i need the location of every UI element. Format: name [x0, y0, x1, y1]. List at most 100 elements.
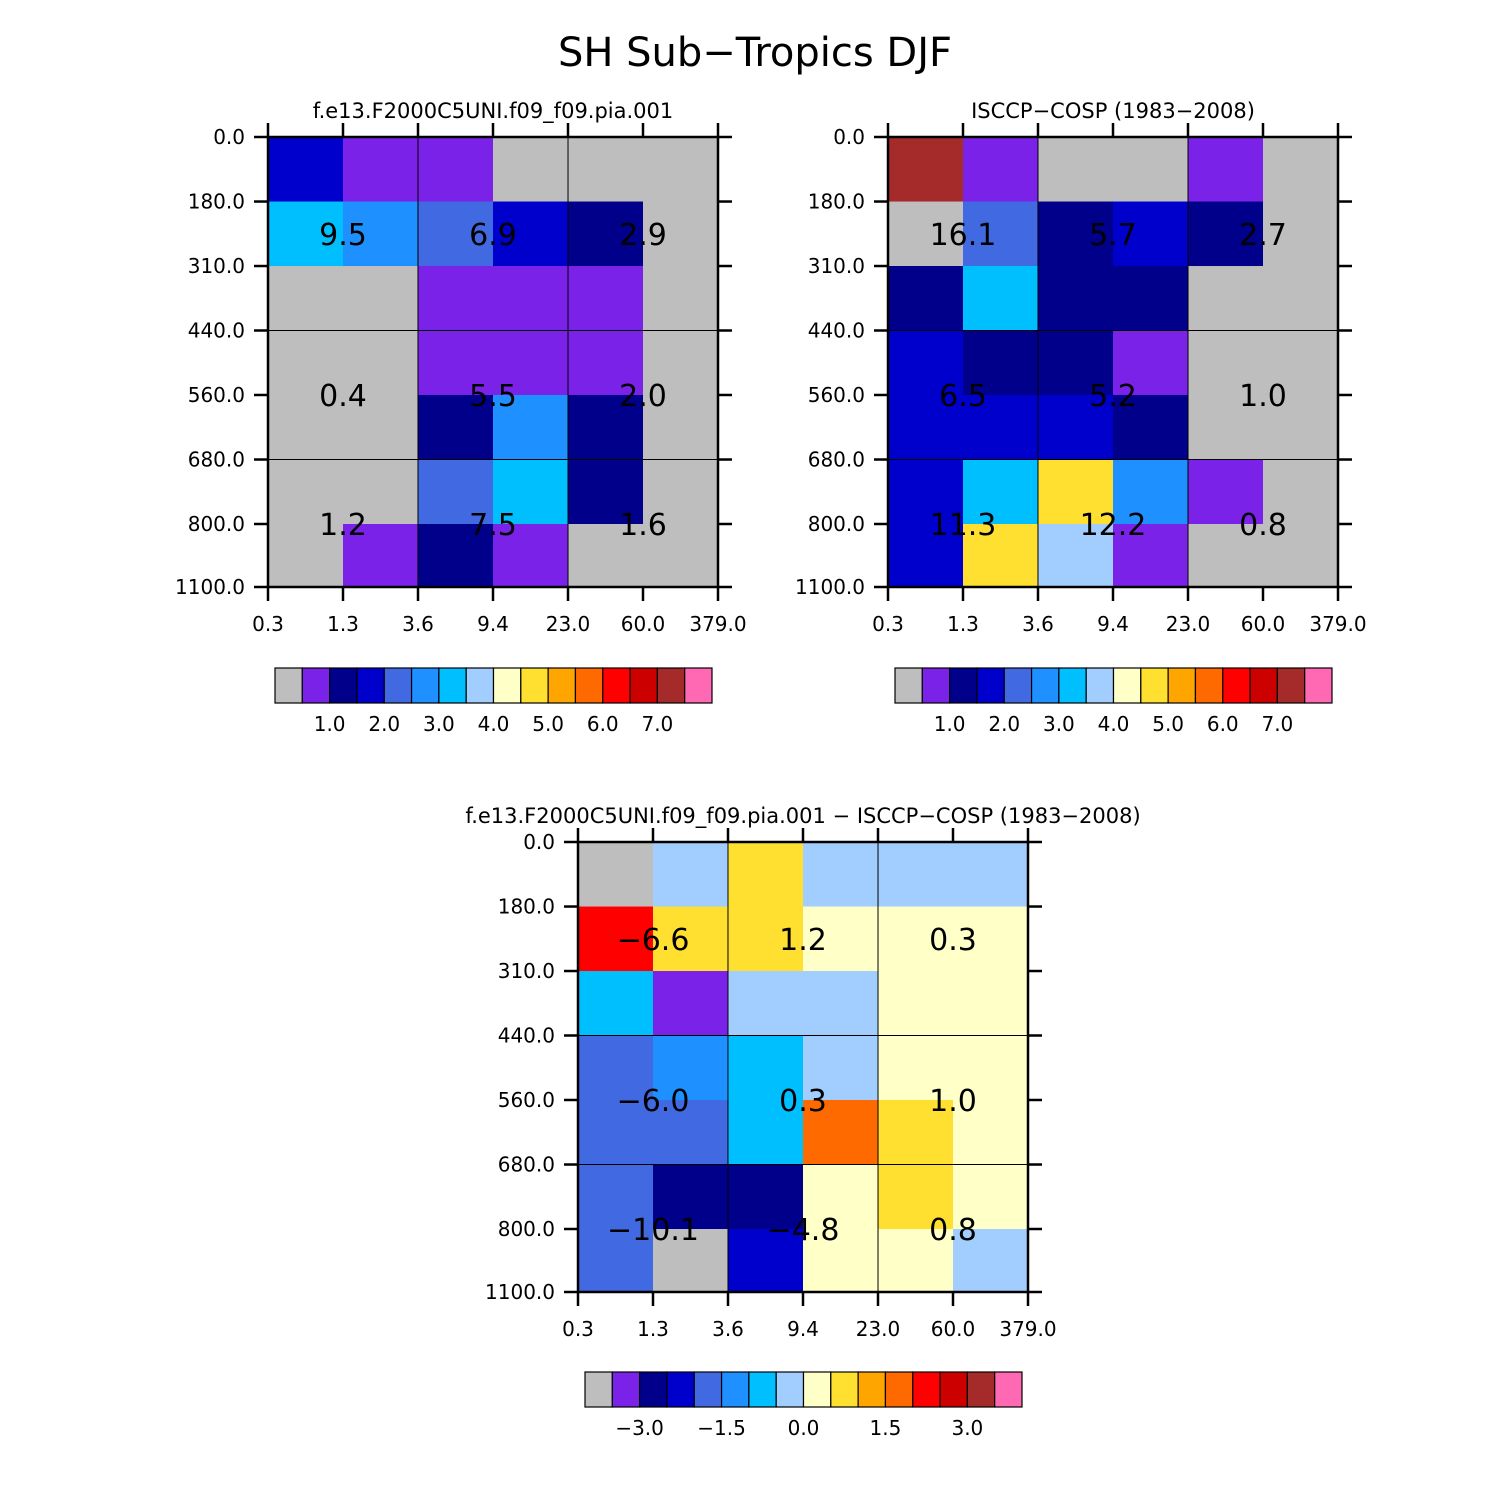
heatmap-cell [1263, 330, 1339, 396]
y-tick-label: 800.0 [498, 1217, 555, 1241]
cell-annotation: 5.2 [1089, 379, 1137, 414]
colorbar-label: 2.0 [988, 712, 1020, 736]
heatmap-cell [268, 330, 344, 396]
x-tick-label: 1.3 [947, 612, 979, 636]
heatmap-cell [1038, 201, 1114, 267]
heatmap-cell [1188, 266, 1264, 331]
y-tick-label: 440.0 [808, 319, 865, 343]
cell-annotation: 2.0 [619, 379, 667, 414]
heatmap-cell [1188, 459, 1264, 525]
heatmap-cell [728, 842, 804, 908]
y-tick-label: 1100.0 [795, 575, 865, 599]
y-tick-label: 560.0 [188, 383, 245, 407]
heatmap-cell [493, 266, 569, 331]
heatmap-panel-1: 9.5 6.9 2.9 0.4 5.5 2.0 1.2 7.5 1.6 f.e13.F2000C5… [175, 99, 747, 736]
heatmap-cell [878, 1229, 954, 1293]
x-tick-label: 23.0 [856, 1317, 901, 1341]
heatmap-cell [268, 201, 344, 267]
heatmap-cell [653, 1164, 729, 1230]
y-tick-label: 310.0 [188, 254, 245, 278]
heatmap-cell [803, 842, 879, 908]
colorbar-swatch [666, 1371, 695, 1408]
cell-annotation: 0.8 [929, 1213, 977, 1248]
heatmap-cell [888, 394, 964, 461]
heatmap-cell [1188, 137, 1264, 203]
heatmap-cell [963, 330, 1039, 396]
x-tick-label: 23.0 [546, 612, 591, 636]
heatmap-cell [1263, 394, 1339, 461]
cell-annotation: 1.2 [779, 923, 827, 958]
colorbar-label: −1.5 [697, 1416, 746, 1440]
heatmap-cell [568, 137, 644, 203]
x-tick-label: 3.6 [402, 612, 434, 636]
heatmap-cell [578, 971, 654, 1036]
heatmap-cell [578, 1164, 654, 1230]
cell-annotation: −6.6 [617, 923, 690, 958]
colorbar-swatch [684, 667, 713, 704]
heatmap-cell [1038, 266, 1114, 331]
heatmap-cell [1038, 137, 1114, 203]
heatmap-cell [418, 201, 494, 267]
heatmap-cell [1113, 394, 1189, 461]
cell-annotation: 0.3 [929, 923, 977, 958]
heatmap-cell [1188, 201, 1264, 267]
heatmap-cell [643, 201, 719, 267]
heatmap-cell [803, 1099, 879, 1166]
cell-annotation: 1.2 [319, 508, 367, 543]
heatmap-cell [878, 842, 954, 908]
heatmap-cell [728, 906, 804, 972]
y-tick-label: 0.0 [523, 830, 555, 854]
heatmap-cell [888, 330, 964, 396]
cell-annotation: 12.2 [1080, 508, 1147, 543]
heatmap-cell [653, 971, 729, 1036]
colorbar-label: 7.0 [1261, 712, 1293, 736]
heatmap-cell [1113, 330, 1189, 396]
heatmap-cell [1113, 524, 1189, 588]
heatmap-cell [1113, 201, 1189, 267]
cell-annotation: 2.7 [1239, 218, 1287, 253]
colorbar-swatch [1085, 667, 1115, 704]
colorbar: −3.0 −1.5 0.0 1.5 3.0 [584, 1371, 1023, 1440]
cell-annotation: 9.5 [319, 218, 367, 253]
heatmap-cell [418, 266, 494, 331]
colorbar-swatch [383, 667, 413, 704]
heatmap-cell [878, 971, 954, 1036]
heatmap-panel-3: −6.6 1.2 0.3 −6.0 0.3 1.0 −10.1 −4.8 0.8 f.e13.F2… [465, 804, 1140, 1440]
heatmap-cell [493, 394, 569, 461]
heatmap-cell [963, 266, 1039, 331]
heatmap-cell [578, 842, 654, 908]
heatmap-cell [568, 394, 644, 461]
cell-annotation: 5.7 [1089, 218, 1137, 253]
colorbar-swatch [894, 667, 923, 704]
heatmap-cell [728, 1164, 804, 1230]
colorbar-swatch [1194, 667, 1224, 704]
heatmap-cell [888, 524, 964, 588]
colorbar-label: −3.0 [615, 1416, 664, 1440]
heatmap-cell [343, 330, 419, 396]
cell-annotation: 1.0 [1239, 379, 1287, 414]
x-tick-label: 379.0 [1309, 612, 1366, 636]
colorbar-swatch [830, 1371, 859, 1408]
colorbar-label: 1.5 [870, 1416, 902, 1440]
heatmap-cell [1263, 524, 1339, 588]
heatmap-cell [878, 906, 954, 972]
heatmap-cell [953, 842, 1029, 908]
y-tick-label: 680.0 [808, 448, 865, 472]
heatmap-cell [268, 524, 344, 588]
heatmap-cell [963, 137, 1039, 203]
cell-annotation: 1.0 [929, 1084, 977, 1119]
cell-annotation: 5.5 [469, 379, 517, 414]
heatmap-cell [963, 394, 1039, 461]
heatmap-cell [568, 524, 644, 588]
colorbar-swatch [356, 667, 385, 704]
heatmap-cell [418, 524, 494, 588]
y-tick-label: 0.0 [213, 125, 245, 149]
colorbar-label: 3.0 [951, 1416, 983, 1440]
heatmap-cell [1113, 459, 1189, 525]
heatmap-cell [888, 201, 964, 267]
colorbar-swatch [775, 1371, 805, 1408]
heatmap-cell [1038, 524, 1114, 588]
x-tick-label: 60.0 [621, 612, 666, 636]
heatmap-cell [1263, 459, 1339, 525]
heatmap-cell [888, 266, 964, 331]
